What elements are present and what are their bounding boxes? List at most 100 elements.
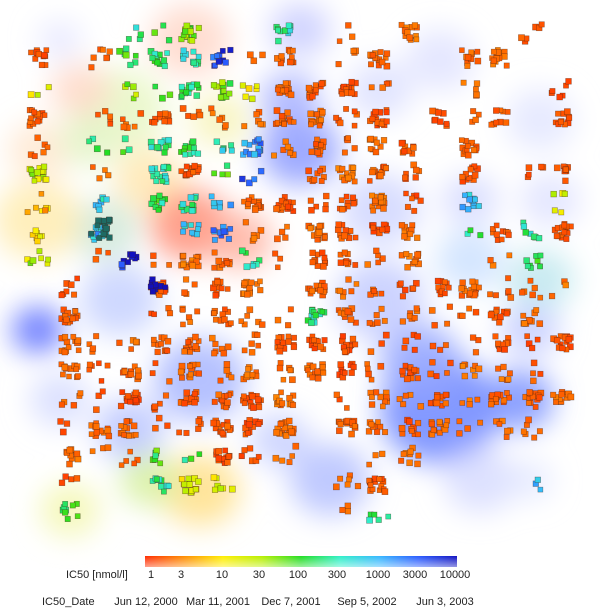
data-point [401,344,408,351]
data-point [380,403,386,410]
data-point [227,46,234,54]
data-point [250,235,258,242]
data-point [34,118,41,125]
data-point [462,170,469,177]
data-point [193,92,201,99]
data-point [277,59,285,67]
data-point [354,482,362,490]
ic50-tick-label: 10000 [440,569,471,581]
data-point [274,339,281,345]
data-point [194,231,200,238]
data-point [215,447,223,455]
data-point [287,306,294,313]
data-point [367,178,373,184]
data-point [241,279,248,287]
data-point [467,166,474,173]
data-point [241,321,248,328]
data-point [520,223,528,230]
data-point [28,166,35,173]
data-point [338,197,345,204]
data-point [166,91,174,98]
data-point [527,277,534,284]
data-point [313,203,320,210]
data-point [180,221,187,228]
data-point [318,80,325,87]
data-point [158,340,164,347]
data-point [365,428,373,435]
data-point [180,47,187,54]
data-point [377,143,384,150]
data-point [154,144,161,151]
data-point [287,91,295,99]
data-point [245,430,251,436]
data-point [537,294,544,301]
data-point [278,53,285,60]
data-point [153,476,160,483]
data-point [90,164,96,170]
data-point [308,206,315,214]
data-point [217,94,224,101]
data-point [351,145,358,152]
data-point [379,450,386,458]
data-point [385,513,392,520]
data-point [375,62,382,69]
ic50-tick-label: 300 [328,569,346,581]
data-point [131,123,138,130]
data-point [132,52,139,59]
data-point [178,168,185,175]
data-point [239,82,246,89]
data-point [70,333,77,340]
data-point [195,53,202,60]
data-point [276,347,284,355]
ic50-tick-label: 1 [148,569,154,581]
data-point [227,226,234,232]
data-point [406,459,413,467]
data-point [489,226,496,232]
data-point [506,252,513,259]
data-point [214,278,221,286]
data-point [352,234,359,241]
data-point [284,223,290,230]
data-point [344,308,352,316]
data-point [411,258,418,265]
data-point [188,395,195,402]
data-point [434,277,442,285]
data-point [228,320,234,326]
data-point [369,168,376,176]
data-point [74,373,81,380]
data-point [465,206,472,213]
data-point [311,337,317,343]
data-point [321,283,328,290]
data-point [433,393,441,401]
data-point [413,305,420,312]
data-point [556,93,563,101]
data-point [42,207,49,214]
data-point [562,281,569,289]
data-point [38,61,46,69]
data-point [210,199,217,207]
data-point [471,171,479,179]
data-point [191,281,198,288]
data-point [243,263,251,271]
data-point [249,95,256,103]
data-point [348,369,355,376]
data-point [402,392,409,399]
data-point [468,139,476,147]
data-point [414,251,421,259]
data-point [504,427,511,435]
data-point [530,377,537,385]
data-point [253,83,260,89]
data-point [401,233,408,240]
data-point [216,204,223,211]
data-point [493,119,500,126]
data-point [319,249,326,256]
data-point [551,207,558,214]
data-point [273,429,280,436]
data-point [33,204,39,211]
data-point [274,235,281,243]
data-point [118,423,124,429]
data-point [95,247,102,255]
data-point [490,57,497,64]
data-point [218,285,225,292]
data-point [284,109,291,116]
